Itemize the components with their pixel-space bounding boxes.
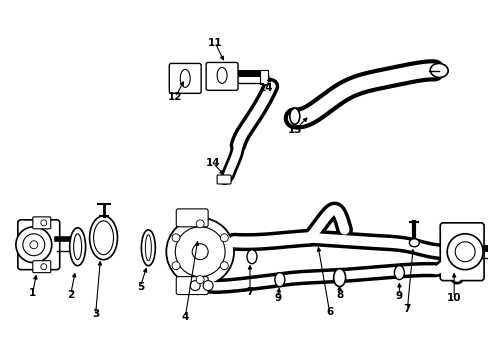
- Ellipse shape: [217, 67, 226, 84]
- Ellipse shape: [89, 216, 117, 260]
- FancyBboxPatch shape: [33, 217, 51, 229]
- Ellipse shape: [141, 230, 155, 266]
- Text: 5: 5: [137, 282, 144, 292]
- Circle shape: [172, 262, 180, 270]
- Ellipse shape: [261, 71, 268, 85]
- Ellipse shape: [429, 63, 447, 77]
- FancyBboxPatch shape: [206, 62, 238, 90]
- Ellipse shape: [93, 221, 113, 255]
- Ellipse shape: [289, 108, 299, 124]
- Text: 7: 7: [246, 287, 253, 297]
- Text: 2: 2: [67, 289, 74, 300]
- Ellipse shape: [69, 228, 85, 266]
- Circle shape: [16, 227, 52, 263]
- Text: 6: 6: [325, 307, 333, 318]
- Text: 4: 4: [181, 312, 188, 323]
- Circle shape: [41, 220, 47, 226]
- Text: 3: 3: [92, 310, 99, 319]
- Bar: [260, 71, 267, 84]
- Text: 14: 14: [258, 84, 273, 93]
- Circle shape: [23, 234, 45, 256]
- FancyBboxPatch shape: [169, 63, 201, 93]
- Circle shape: [203, 280, 213, 291]
- Ellipse shape: [246, 250, 256, 264]
- Text: 9: 9: [274, 293, 281, 302]
- Circle shape: [30, 241, 38, 249]
- Ellipse shape: [274, 273, 285, 287]
- Text: 14: 14: [205, 158, 220, 168]
- Circle shape: [454, 242, 474, 262]
- Ellipse shape: [74, 234, 81, 260]
- FancyBboxPatch shape: [176, 209, 208, 227]
- Text: 9: 9: [395, 291, 402, 301]
- Ellipse shape: [394, 266, 404, 280]
- FancyBboxPatch shape: [33, 261, 51, 273]
- Text: 11: 11: [207, 37, 222, 48]
- Text: 7: 7: [403, 305, 410, 315]
- Circle shape: [192, 244, 208, 260]
- FancyBboxPatch shape: [176, 276, 208, 294]
- Text: 10: 10: [446, 293, 461, 302]
- Ellipse shape: [145, 235, 151, 261]
- Text: 13: 13: [287, 125, 302, 135]
- Text: 1: 1: [29, 288, 37, 298]
- Circle shape: [175, 227, 224, 276]
- Ellipse shape: [220, 176, 231, 184]
- Text: 8: 8: [335, 289, 343, 300]
- Circle shape: [190, 280, 200, 291]
- Circle shape: [220, 262, 228, 270]
- FancyBboxPatch shape: [18, 220, 60, 270]
- FancyBboxPatch shape: [439, 223, 483, 280]
- Text: 12: 12: [168, 92, 182, 102]
- Ellipse shape: [333, 269, 345, 287]
- Circle shape: [447, 234, 482, 270]
- Circle shape: [196, 220, 203, 228]
- Ellipse shape: [180, 69, 190, 87]
- Circle shape: [166, 218, 234, 285]
- Circle shape: [196, 276, 203, 284]
- Circle shape: [220, 234, 228, 242]
- Circle shape: [172, 234, 180, 242]
- FancyBboxPatch shape: [217, 175, 230, 184]
- Circle shape: [41, 264, 47, 270]
- Ellipse shape: [408, 239, 419, 247]
